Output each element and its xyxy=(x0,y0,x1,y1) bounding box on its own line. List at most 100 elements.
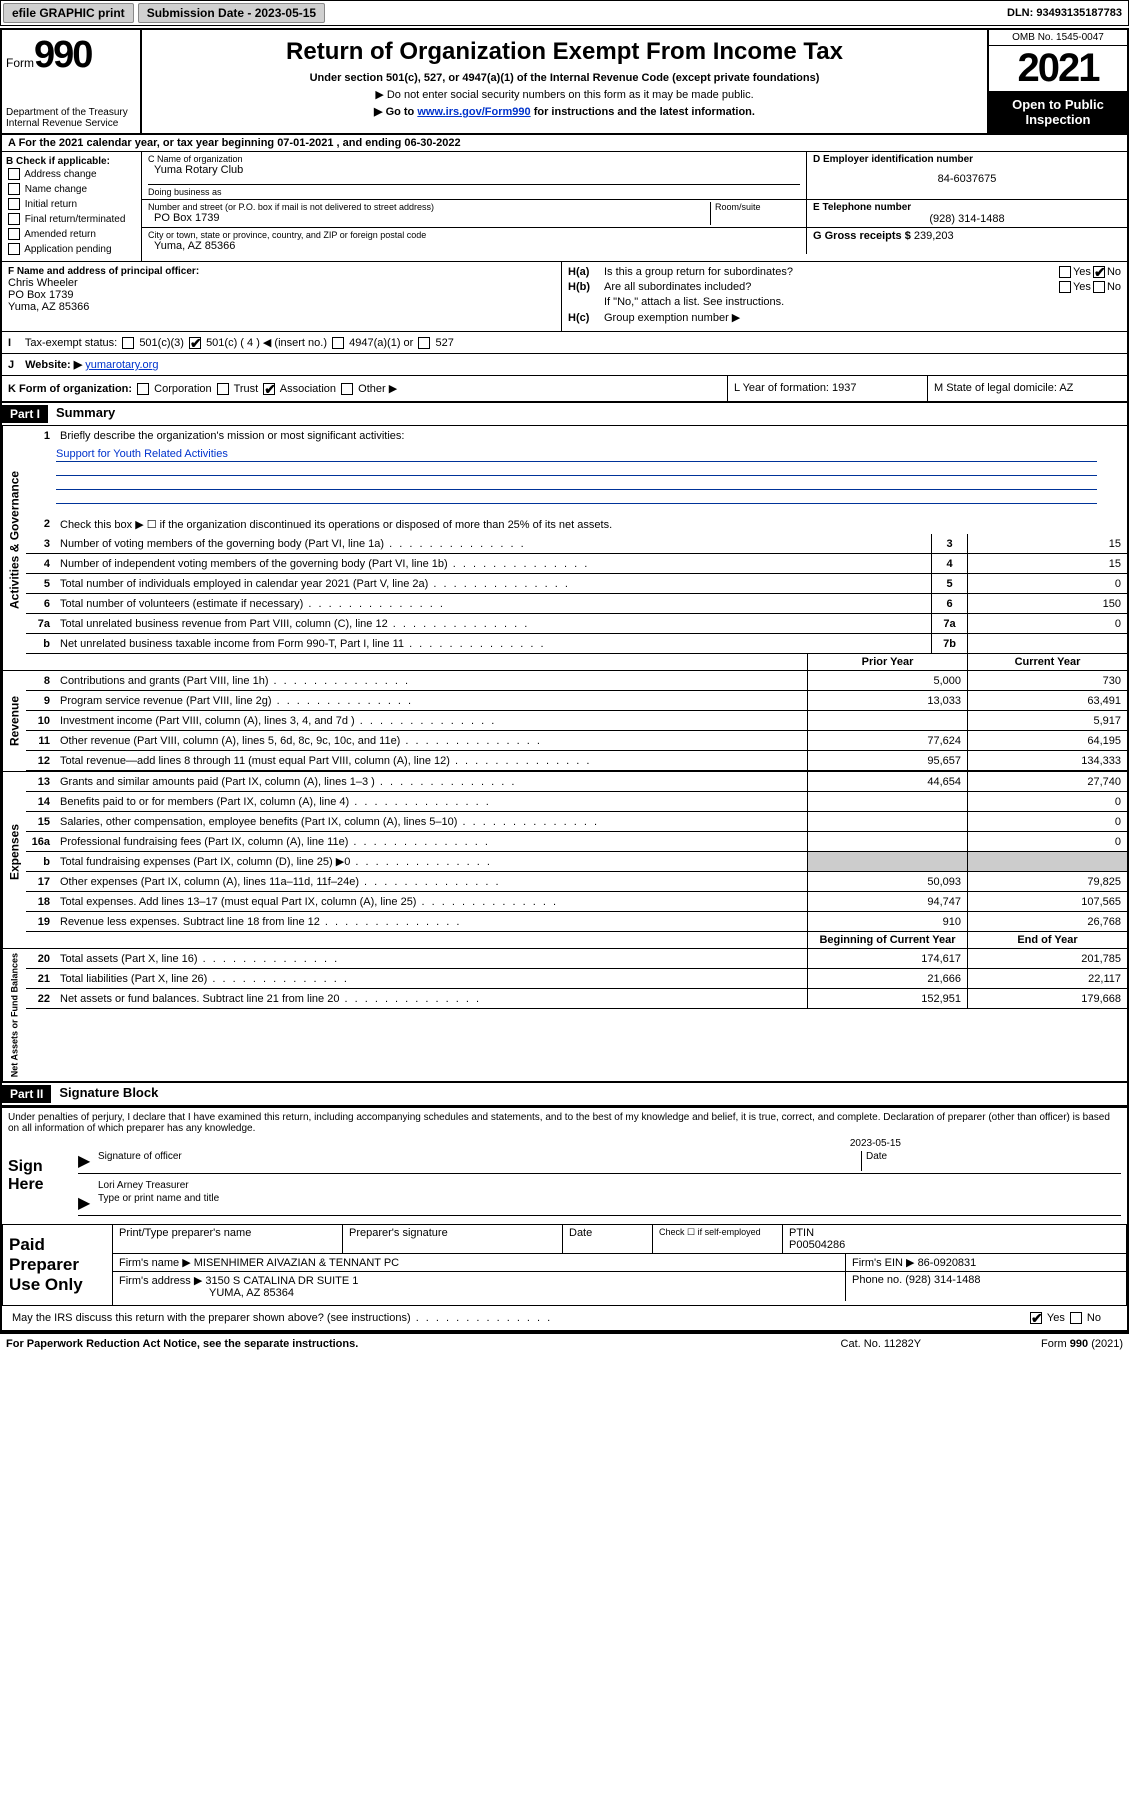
line-11: 11Other revenue (Part VIII, column (A), … xyxy=(26,731,1127,751)
officer-addr1: PO Box 1739 xyxy=(8,289,555,301)
header-left: Form 990 Department of the Treasury Inte… xyxy=(2,30,142,133)
room-lbl: Room/suite xyxy=(715,202,800,212)
signature-block: Under penalties of perjury, I declare th… xyxy=(2,1106,1127,1220)
form-title: Return of Organization Exempt From Incom… xyxy=(150,38,979,66)
gov-line-6: 6Total number of volunteers (estimate if… xyxy=(26,594,1127,614)
501c-cb[interactable] xyxy=(189,337,201,349)
line-22: 22Net assets or fund balances. Subtract … xyxy=(26,989,1127,1009)
officer-addr2: Yuma, AZ 85366 xyxy=(8,301,555,313)
side-exp: Expenses xyxy=(2,772,26,932)
page-footer: For Paperwork Reduction Act Notice, see … xyxy=(0,1334,1129,1354)
state-domicile: M State of legal domicile: AZ xyxy=(927,376,1127,401)
cb-pending[interactable]: Application pending xyxy=(6,242,137,257)
part2-header: Part II Signature Block xyxy=(2,1081,1127,1106)
header-mid: Return of Organization Exempt From Incom… xyxy=(142,30,987,133)
dba-lbl: Doing business as xyxy=(148,187,800,197)
subtitle-3: ▶ Go to www.irs.gov/Form990 for instruct… xyxy=(150,105,979,118)
irs-link[interactable]: www.irs.gov/Form990 xyxy=(417,106,530,118)
gov-line-4: 4Number of independent voting members of… xyxy=(26,554,1127,574)
sign-here-label: Sign Here xyxy=(8,1138,78,1216)
paid-preparer-label: Paid Preparer Use Only xyxy=(3,1225,113,1305)
col-c-block: C Name of organization Yuma Rotary Club … xyxy=(142,152,1127,261)
officer-name: Chris Wheeler xyxy=(8,277,555,289)
sig-declaration: Under penalties of perjury, I declare th… xyxy=(8,1112,1121,1134)
side-rev: Revenue xyxy=(2,671,26,771)
col-b-header: B Check if applicable: xyxy=(6,156,137,167)
addr-val: PO Box 1739 xyxy=(148,212,710,224)
summary-rev: Revenue 8Contributions and grants (Part … xyxy=(2,671,1127,771)
line-16a: 16aProfessional fundraising fees (Part I… xyxy=(26,832,1127,852)
officer-name-title: Lori Arney Treasurer xyxy=(78,1174,1121,1191)
other-cb[interactable] xyxy=(341,383,353,395)
501c3-cb[interactable] xyxy=(122,337,134,349)
cb-name[interactable]: Name change xyxy=(6,182,137,197)
discuss-row: May the IRS discuss this return with the… xyxy=(2,1306,1127,1332)
open-public: Open to Public Inspection xyxy=(989,91,1127,133)
org-name-lbl: C Name of organization xyxy=(148,154,800,164)
preparer-block: Paid Preparer Use Only Print/Type prepar… xyxy=(2,1224,1127,1306)
cb-initial[interactable]: Initial return xyxy=(6,197,137,212)
city-lbl: City or town, state or province, country… xyxy=(148,230,800,240)
ha-yes[interactable] xyxy=(1059,266,1071,278)
hb-yes[interactable] xyxy=(1059,281,1071,293)
city-val: Yuma, AZ 85366 xyxy=(148,240,800,252)
row-i: I Tax-exempt status: 501(c)(3) 501(c) ( … xyxy=(2,332,1127,354)
dln-label: DLN: 93493135187783 xyxy=(1007,7,1128,19)
org-name: Yuma Rotary Club xyxy=(148,164,800,176)
hb-no[interactable] xyxy=(1093,281,1105,293)
header-right: OMB No. 1545-0047 2021 Open to Public In… xyxy=(987,30,1127,133)
efile-button[interactable]: efile GRAPHIC print xyxy=(3,3,134,23)
gov-line-b: bNet unrelated business taxable income f… xyxy=(26,634,1127,654)
addr-lbl: Number and street (or P.O. box if mail i… xyxy=(148,202,710,212)
ha-no[interactable] xyxy=(1093,266,1105,278)
website-link[interactable]: yumarotary.org xyxy=(85,359,158,371)
line-14: 14Benefits paid to or for members (Part … xyxy=(26,792,1127,812)
col-b: B Check if applicable: Address change Na… xyxy=(2,152,142,261)
gov-line-3: 3Number of voting members of the governi… xyxy=(26,534,1127,554)
dept-label: Department of the Treasury Internal Reve… xyxy=(6,107,136,129)
subtitle-2: ▶ Do not enter social security numbers o… xyxy=(150,88,979,101)
527-cb[interactable] xyxy=(418,337,430,349)
revexp-header: Prior Year Current Year xyxy=(2,654,1127,671)
submission-date-button[interactable]: Submission Date - 2023-05-15 xyxy=(138,3,325,23)
gov-line-7a: 7aTotal unrelated business revenue from … xyxy=(26,614,1127,634)
section-fh: F Name and address of principal officer:… xyxy=(2,262,1127,332)
gross-receipts: G Gross receipts $ 239,203 xyxy=(813,230,1121,242)
side-net: Net Assets or Fund Balances xyxy=(2,949,26,1081)
side-gov: Activities & Governance xyxy=(2,426,26,654)
block-f: F Name and address of principal officer:… xyxy=(2,262,562,331)
discuss-no[interactable] xyxy=(1070,1312,1082,1324)
4947-cb[interactable] xyxy=(332,337,344,349)
mission-text: Support for Youth Related Activities xyxy=(56,448,1097,462)
cb-amended[interactable]: Amended return xyxy=(6,227,137,242)
corp-cb[interactable] xyxy=(137,383,149,395)
phone-lbl: E Telephone number xyxy=(813,202,1121,213)
row-j: J Website: ▶ yumarotary.org xyxy=(2,354,1127,376)
summary-net: Net Assets or Fund Balances 20Total asse… xyxy=(2,949,1127,1081)
cb-address[interactable]: Address change xyxy=(6,167,137,182)
section-bc: B Check if applicable: Address change Na… xyxy=(2,152,1127,262)
line-19: 19Revenue less expenses. Subtract line 1… xyxy=(26,912,1127,932)
line-b: bTotal fundraising expenses (Part IX, co… xyxy=(26,852,1127,872)
line-10: 10Investment income (Part VIII, column (… xyxy=(26,711,1127,731)
line-20: 20Total assets (Part X, line 16) 174,617… xyxy=(26,949,1127,969)
subtitle-1: Under section 501(c), 527, or 4947(a)(1)… xyxy=(150,72,979,84)
omb-label: OMB No. 1545-0047 xyxy=(989,30,1127,46)
tax-year: 2021 xyxy=(989,46,1127,91)
line-9: 9Program service revenue (Part VIII, lin… xyxy=(26,691,1127,711)
line-8: 8Contributions and grants (Part VIII, li… xyxy=(26,671,1127,691)
form-num: 990 xyxy=(34,34,91,77)
line-17: 17Other expenses (Part IX, column (A), l… xyxy=(26,872,1127,892)
assoc-cb[interactable] xyxy=(263,383,275,395)
phone-val: (928) 314-1488 xyxy=(813,213,1121,225)
sig-date: 2023-05-15 xyxy=(78,1138,1121,1149)
trust-cb[interactable] xyxy=(217,383,229,395)
discuss-yes[interactable] xyxy=(1030,1312,1042,1324)
block-h: H(a)Is this a group return for subordina… xyxy=(562,262,1127,331)
year-formation: L Year of formation: 1937 xyxy=(727,376,927,401)
form-word: Form xyxy=(6,56,34,70)
line-15: 15Salaries, other compensation, employee… xyxy=(26,812,1127,832)
cb-final[interactable]: Final return/terminated xyxy=(6,212,137,227)
form-container: Form 990 Department of the Treasury Inte… xyxy=(0,28,1129,1334)
row-a: A For the 2021 calendar year, or tax yea… xyxy=(2,135,1127,152)
